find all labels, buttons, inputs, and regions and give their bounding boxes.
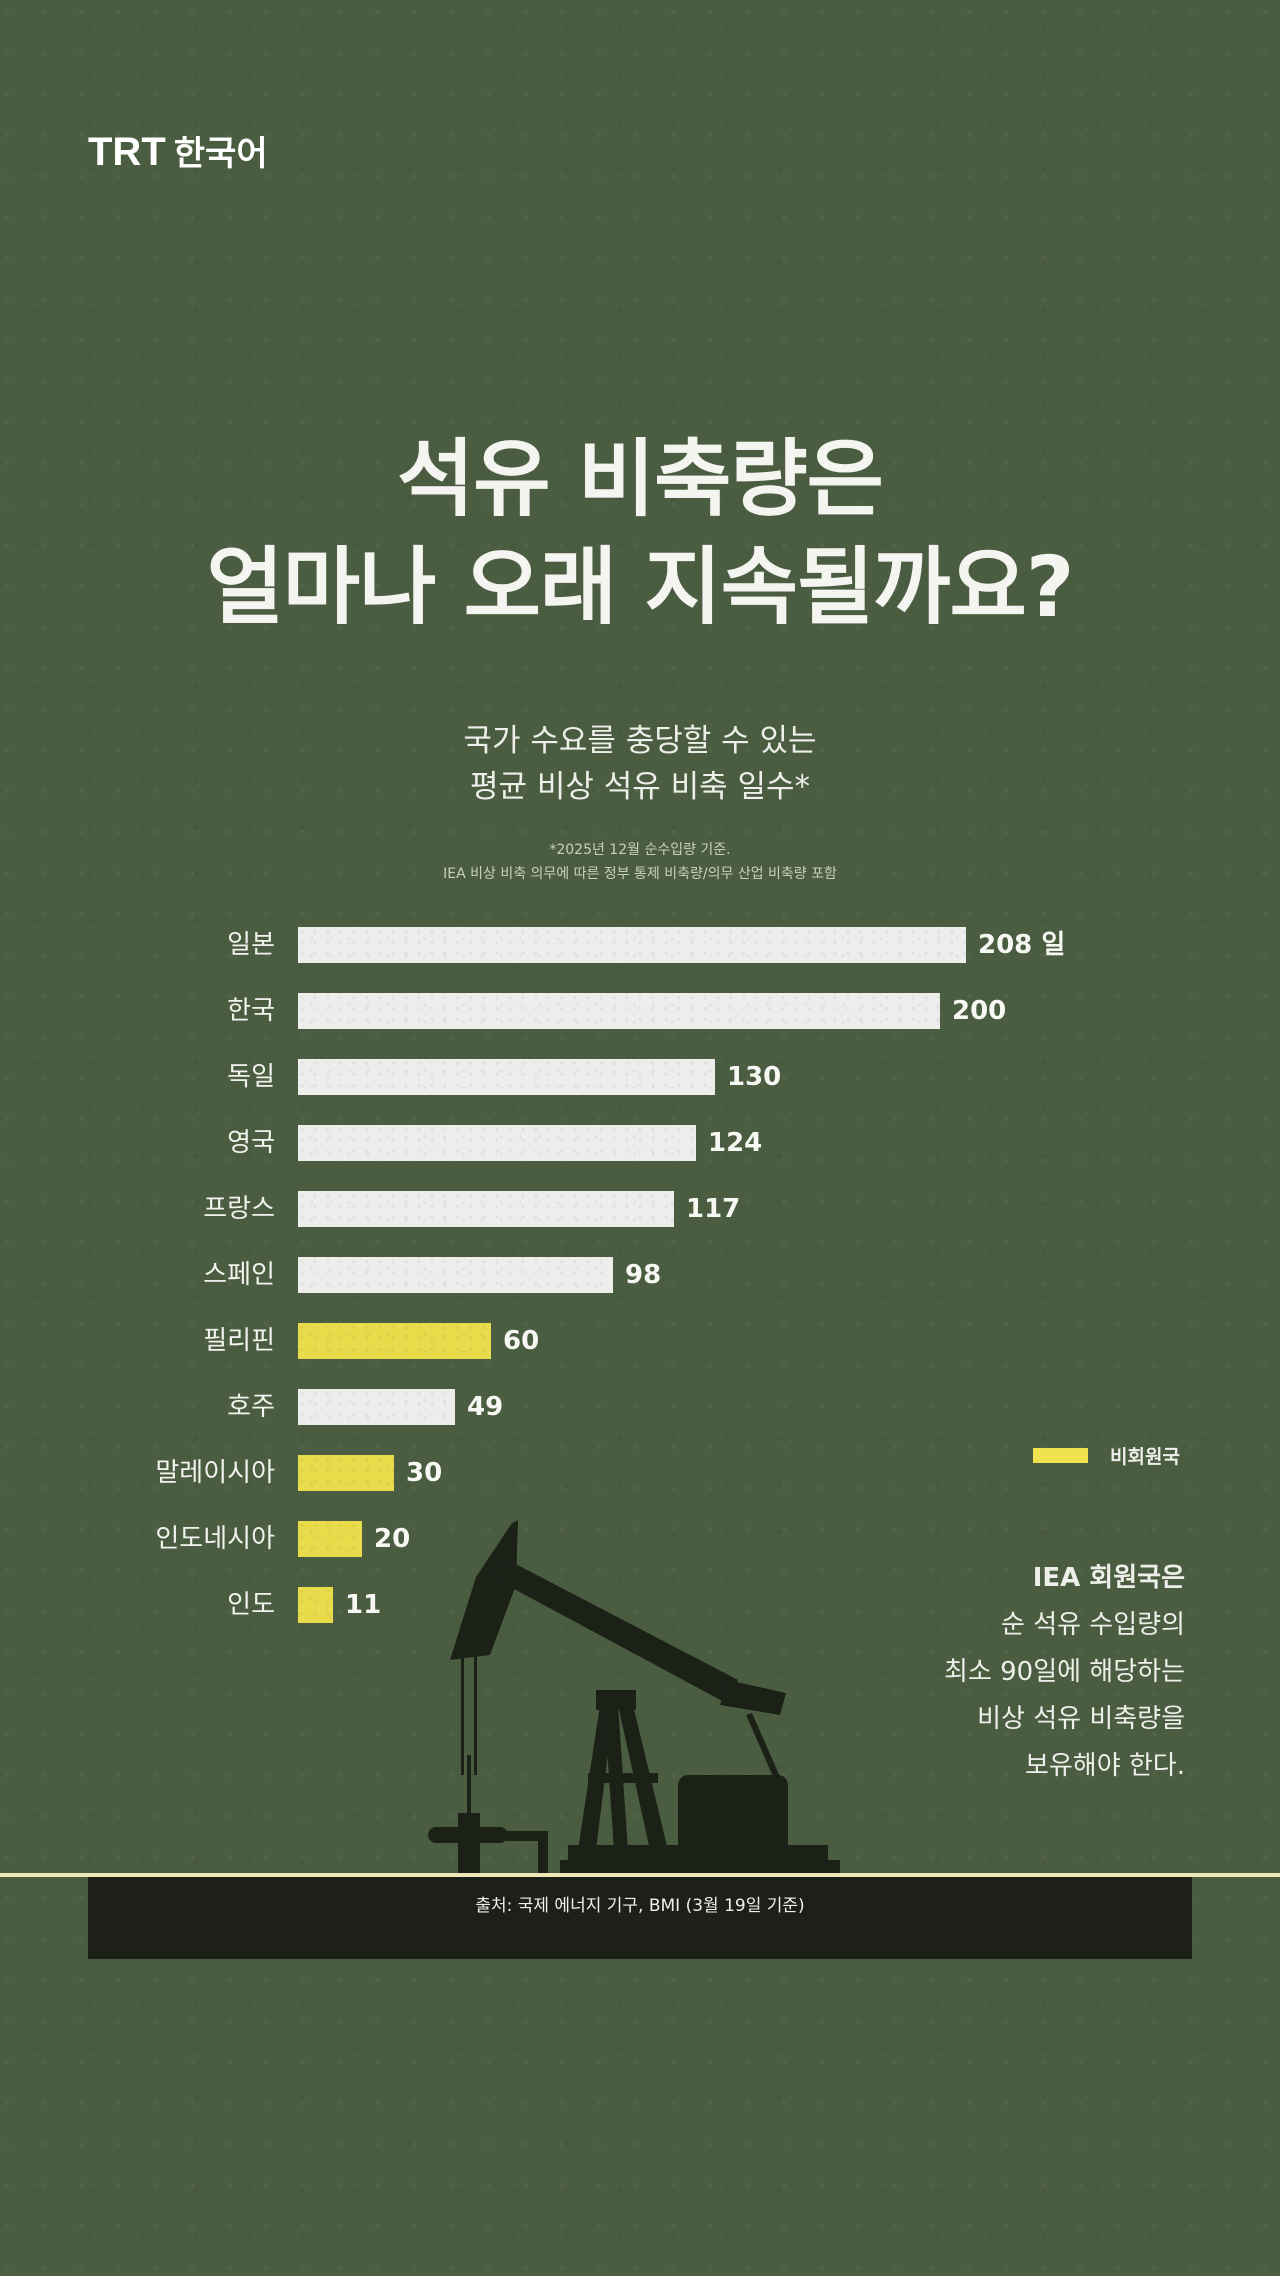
title-line-2: 얼마나 오래 지속될까요? [206, 538, 1074, 636]
value-label: 49 [467, 1392, 504, 1422]
source-text: 출처: 국제 에너지 기구, BMI (3월 19일 기준) [475, 1896, 805, 1916]
value-label: 117 [686, 1194, 741, 1224]
value-label: 98 [625, 1260, 662, 1290]
logo-trt-text: TRT [88, 130, 166, 174]
chart-footnote: *2025년 12월 순수입량 기준. IEA 비상 비축 의무에 따른 정부 … [0, 838, 1280, 886]
bar-row: 독일 130 [0, 1059, 1280, 1095]
bar-row: 말레이시아 30 [0, 1455, 1280, 1491]
member-bar [298, 993, 940, 1029]
member-bar [298, 1389, 455, 1425]
country-label: 독일 [227, 1062, 275, 1092]
legend-nonmember-label: 비회원국 [1110, 1446, 1180, 1468]
chart-subtitle: 국가 수요를 충당할 수 있는 평균 비상 석유 비축 일수* [0, 718, 1280, 810]
value-label: 208 일 [978, 930, 1066, 960]
chart-legend: 비회원국 [1033, 1442, 1180, 1469]
iea-requirement-note: IEA 회원국은 순 석유 수입량의 최소 90일에 해당하는 비상 석유 비축… [944, 1555, 1185, 1790]
value-label: 30 [406, 1458, 443, 1488]
value-label: 124 [708, 1128, 763, 1158]
member-bar [298, 1257, 613, 1293]
bar-row: 필리핀 60 [0, 1323, 1280, 1359]
note-line-4: 보유해야 한다. [1024, 1751, 1185, 1781]
trt-korean-logo: TRT 한국어 [88, 126, 268, 175]
country-label: 프랑스 [203, 1194, 275, 1224]
member-bar [298, 1059, 715, 1095]
member-bar [298, 1191, 674, 1227]
value-label: 11 [345, 1590, 382, 1620]
country-label: 호주 [227, 1392, 275, 1422]
note-line-3: 비상 석유 비축량을 [977, 1704, 1185, 1734]
logo-korean-text: 한국어 [173, 134, 268, 174]
bar-row: 영국 124 [0, 1125, 1280, 1161]
bar-row: 일본 208 일 [0, 927, 1280, 963]
bar-row: 프랑스 117 [0, 1191, 1280, 1227]
value-label: 200 [952, 996, 1007, 1026]
bar-row: 인도 11 [0, 1587, 1280, 1623]
nonmember-bar [298, 1323, 491, 1359]
nonmember-bar [298, 1587, 333, 1623]
value-label: 60 [503, 1326, 540, 1356]
title-line-1: 석유 비축량은 [397, 430, 884, 528]
note-line-2: 최소 90일에 해당하는 [944, 1657, 1185, 1687]
footnote-line-1: *2025년 12월 순수입량 기준. [549, 842, 731, 858]
country-label: 일본 [227, 930, 275, 960]
legend-nonmember-swatch [1033, 1448, 1088, 1463]
ground-divider [0, 1873, 1280, 1877]
bar-row: 스페인 98 [0, 1257, 1280, 1293]
nonmember-bar [298, 1455, 394, 1491]
note-heading: IEA 회원국은 [1032, 1563, 1185, 1593]
country-label: 말레이시아 [155, 1458, 275, 1488]
oil-pumpjack-icon [428, 1520, 840, 1877]
value-label: 130 [727, 1062, 782, 1092]
bar-row: 호주 49 [0, 1389, 1280, 1425]
page-title: 석유 비축량은 얼마나 오래 지속될까요? [0, 425, 1280, 641]
footnote-line-2: IEA 비상 비축 의무에 따른 정부 통제 비축량/의무 산업 비축량 포함 [443, 866, 837, 882]
subtitle-line-1: 국가 수요를 충당할 수 있는 [463, 723, 817, 759]
country-label: 인도 [227, 1590, 275, 1620]
country-label: 한국 [227, 996, 275, 1026]
nonmember-bar [298, 1521, 362, 1557]
country-label: 영국 [227, 1128, 275, 1158]
bar-row: 한국 200 [0, 993, 1280, 1029]
value-label: 20 [374, 1524, 411, 1554]
source-footer: 출처: 국제 에너지 기구, BMI (3월 19일 기준) [88, 1877, 1192, 1959]
bar-row: 인도네시아 20 [0, 1521, 1280, 1557]
country-label: 스페인 [203, 1260, 275, 1290]
subtitle-line-2: 평균 비상 석유 비축 일수* [469, 769, 811, 805]
note-line-1: 순 석유 수입량의 [1001, 1610, 1185, 1640]
country-label: 필리핀 [203, 1326, 275, 1356]
member-bar [298, 927, 966, 963]
member-bar [298, 1125, 696, 1161]
country-label: 인도네시아 [155, 1524, 275, 1554]
